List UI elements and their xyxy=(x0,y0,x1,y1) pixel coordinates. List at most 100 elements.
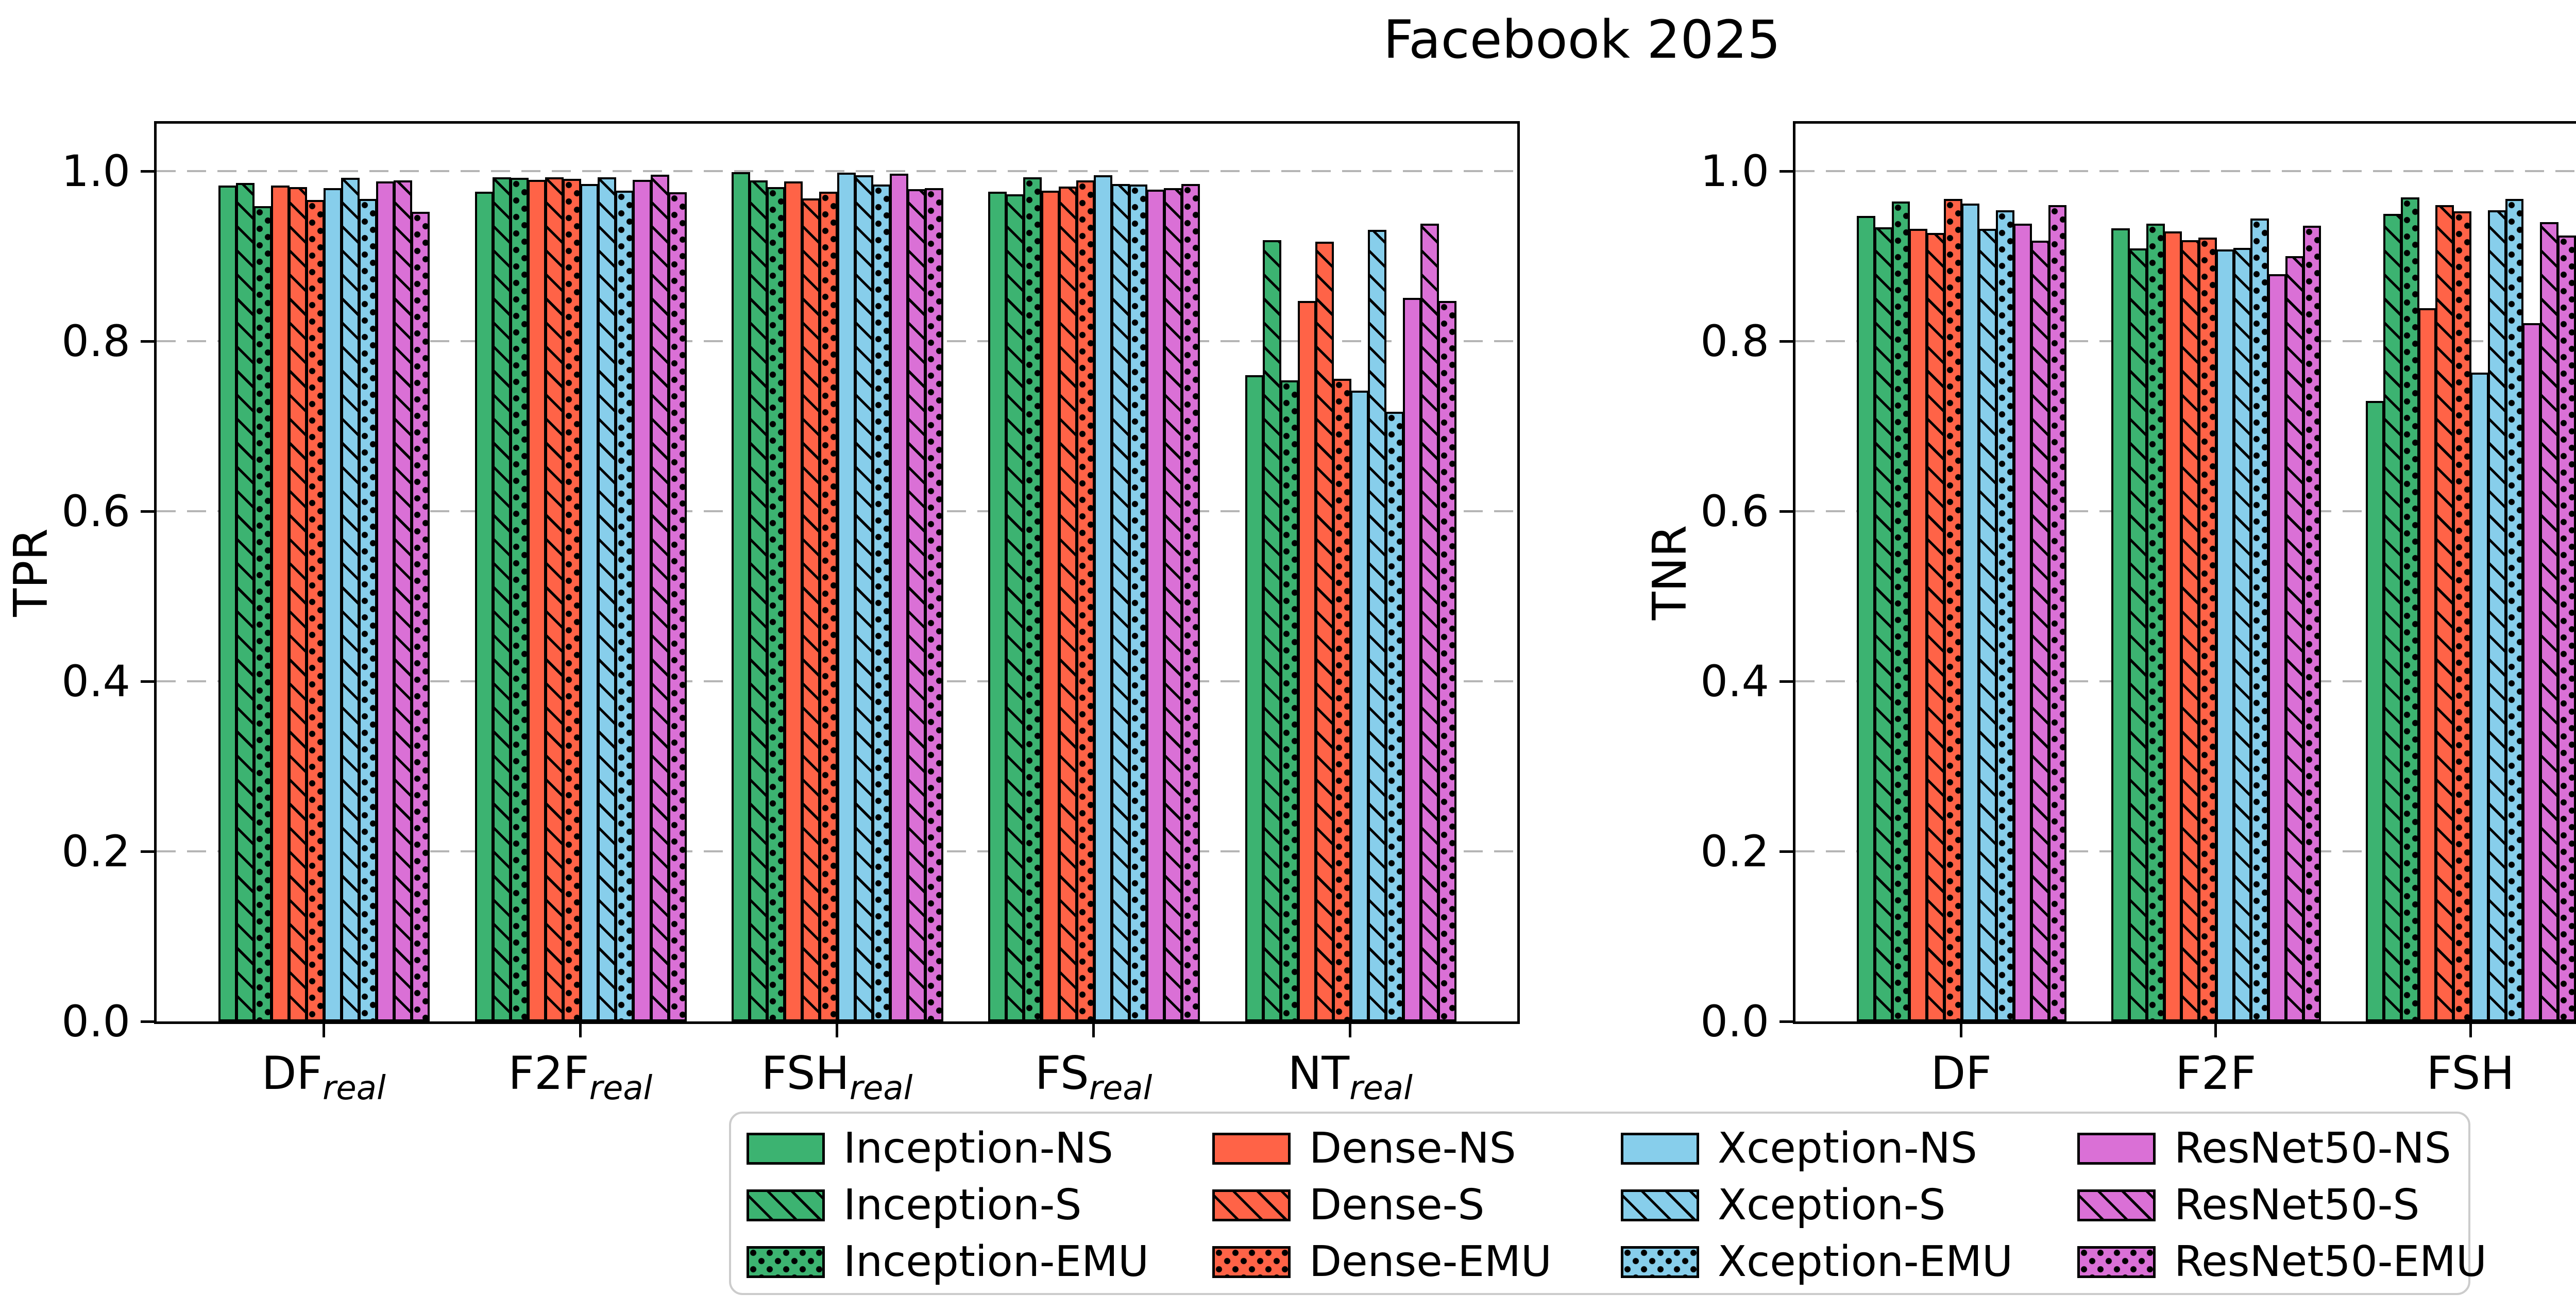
legend-label: Inception-NS xyxy=(843,1124,1113,1173)
bar-Xception-NS-FSH xyxy=(837,173,856,1021)
x-tick-label-text: F2F xyxy=(508,1047,589,1100)
legend-item-Xception-EMU: Xception-EMU xyxy=(1621,1236,2013,1288)
bar-Dense-EMU-F2F xyxy=(2198,237,2217,1021)
y-tick-mark xyxy=(1780,510,1793,513)
x-tick-label-text: FSH xyxy=(761,1047,850,1100)
bar-Xception-S-DF xyxy=(1978,229,1997,1021)
bar-Dense-S-NT xyxy=(1315,241,1334,1021)
gridline xyxy=(157,170,1517,172)
bar-Inception-S-DF xyxy=(1874,227,1893,1021)
tpr-plot xyxy=(154,121,1520,1024)
legend-item-Xception-NS: Xception-NS xyxy=(1621,1123,1977,1174)
bar-Dense-NS-FS xyxy=(1041,190,1060,1021)
bar-Inception-NS-DF xyxy=(218,186,238,1021)
x-tick-mark xyxy=(2214,1024,2217,1037)
x-tick-mark xyxy=(322,1024,325,1037)
x-tick-label-text: FSH xyxy=(2426,1047,2515,1100)
bar-Xception-EMU-FSH xyxy=(2505,199,2524,1021)
x-tick-label-text: NT xyxy=(1287,1047,1350,1100)
bar-Dense-EMU-FSH xyxy=(2453,211,2471,1021)
bar-Inception-NS-F2F xyxy=(475,191,494,1021)
x-tick-label-subscript: real xyxy=(1349,1069,1413,1107)
x-tick-label-subscript: real xyxy=(1089,1069,1153,1107)
legend-swatch-solid xyxy=(1621,1133,1699,1165)
y-tick-mark xyxy=(1780,340,1793,343)
bar-ResNet50-EMU-NT xyxy=(1437,301,1456,1021)
y-tick-mark xyxy=(1780,680,1793,683)
bar-ResNet50-NS-FS xyxy=(1146,190,1165,1021)
x-tick-label: NTreal xyxy=(1288,1051,1413,1105)
bar-Inception-EMU-F2F xyxy=(510,178,529,1021)
bar-Xception-S-FSH xyxy=(854,175,873,1021)
x-tick-mark xyxy=(1092,1024,1095,1037)
x-tick-label: DFreal xyxy=(262,1051,386,1105)
y-tick-label: 0.2 xyxy=(61,826,130,877)
bar-Dense-NS-FSH xyxy=(784,181,803,1021)
bar-Dense-NS-NT xyxy=(1297,301,1316,1021)
legend-item-ResNet50-EMU: ResNet50-EMU xyxy=(2077,1236,2487,1288)
x-tick-label: FSreal xyxy=(1035,1051,1153,1105)
bar-Inception-EMU-DF xyxy=(1891,201,1910,1021)
x-tick-mark xyxy=(1349,1024,1352,1037)
x-tick-label-subscript: real xyxy=(849,1069,913,1107)
bar-Inception-EMU-NT xyxy=(1280,380,1299,1021)
x-tick-label: DF xyxy=(1930,1051,1991,1096)
y-tick-label: 0.4 xyxy=(1700,656,1769,707)
x-tick-label: FSHreal xyxy=(761,1051,913,1105)
bar-Dense-NS-DF xyxy=(1909,229,1928,1021)
bar-Dense-EMU-DF xyxy=(306,200,325,1021)
bar-ResNet50-S-NT xyxy=(1420,224,1439,1021)
bar-Xception-S-FS xyxy=(1111,183,1130,1021)
bar-ResNet50-EMU-FSH xyxy=(2557,236,2576,1021)
bar-Xception-EMU-NT xyxy=(1385,411,1404,1021)
y-tick-label: 1.0 xyxy=(1700,146,1769,196)
x-tick-mark xyxy=(1960,1024,1963,1037)
legend-item-Xception-S: Xception-S xyxy=(1621,1180,1945,1231)
x-tick-label: F2F xyxy=(2175,1051,2256,1096)
bar-Xception-EMU-FS xyxy=(1128,184,1147,1021)
bar-ResNet50-S-FS xyxy=(1163,188,1182,1021)
bar-Inception-S-F2F xyxy=(493,177,512,1021)
legend-item-ResNet50-S: ResNet50-S xyxy=(2077,1180,2419,1231)
bar-Inception-S-FS xyxy=(1006,194,1025,1021)
bar-Dense-NS-DF xyxy=(271,186,290,1021)
legend-label: Inception-EMU xyxy=(843,1237,1149,1286)
bar-Xception-NS-DF xyxy=(324,188,343,1021)
bar-ResNet50-S-F2F xyxy=(2285,256,2304,1021)
legend-box: Inception-NS Inception-S Inception-EMU Dens… xyxy=(729,1112,2487,1295)
bar-ResNet50-NS-F2F xyxy=(2268,274,2286,1021)
bar-Xception-EMU-F2F xyxy=(615,190,634,1021)
tnr-plot xyxy=(1793,121,2576,1024)
bar-Inception-EMU-FSH xyxy=(767,187,786,1021)
x-tick-label-text: DF xyxy=(261,1047,323,1100)
bar-ResNet50-NS-FSH xyxy=(2522,323,2541,1021)
bar-ResNet50-EMU-F2F xyxy=(668,192,687,1021)
bar-Inception-S-DF xyxy=(236,183,255,1021)
x-tick-label-subscript: real xyxy=(323,1069,386,1107)
bar-Inception-EMU-DF xyxy=(253,206,273,1021)
y-tick-mark xyxy=(141,850,154,853)
bar-Xception-EMU-DF xyxy=(359,199,378,1021)
bar-Inception-NS-F2F xyxy=(2111,228,2130,1021)
bar-Dense-NS-FSH xyxy=(2418,308,2437,1021)
bar-Dense-S-DF xyxy=(1926,233,1945,1021)
bar-Inception-NS-NT xyxy=(1245,375,1264,1021)
bar-Xception-NS-NT xyxy=(1350,390,1369,1021)
bar-Xception-S-F2F xyxy=(2233,247,2252,1021)
x-tick-label: FSH xyxy=(2426,1051,2514,1096)
figure-title: Facebook 2025 xyxy=(1383,9,1781,71)
bar-Inception-NS-DF xyxy=(1857,216,1875,1021)
bar-Dense-EMU-FS xyxy=(1076,180,1095,1021)
bar-Inception-NS-FS xyxy=(988,191,1007,1021)
y-tick-label: 0.0 xyxy=(61,996,130,1047)
y-tick-mark xyxy=(141,680,154,683)
y-tick-mark xyxy=(141,170,154,173)
legend-swatch-solid xyxy=(2077,1133,2156,1165)
bar-Xception-EMU-F2F xyxy=(2250,219,2269,1021)
x-tick-label-text: DF xyxy=(1930,1047,1992,1100)
bar-Dense-S-DF xyxy=(289,187,308,1021)
bar-ResNet50-S-FSH xyxy=(907,189,926,1021)
bar-ResNet50-NS-F2F xyxy=(633,179,652,1021)
y-tick-mark xyxy=(1780,1020,1793,1023)
legend-item-Dense-EMU: Dense-EMU xyxy=(1212,1236,1552,1288)
